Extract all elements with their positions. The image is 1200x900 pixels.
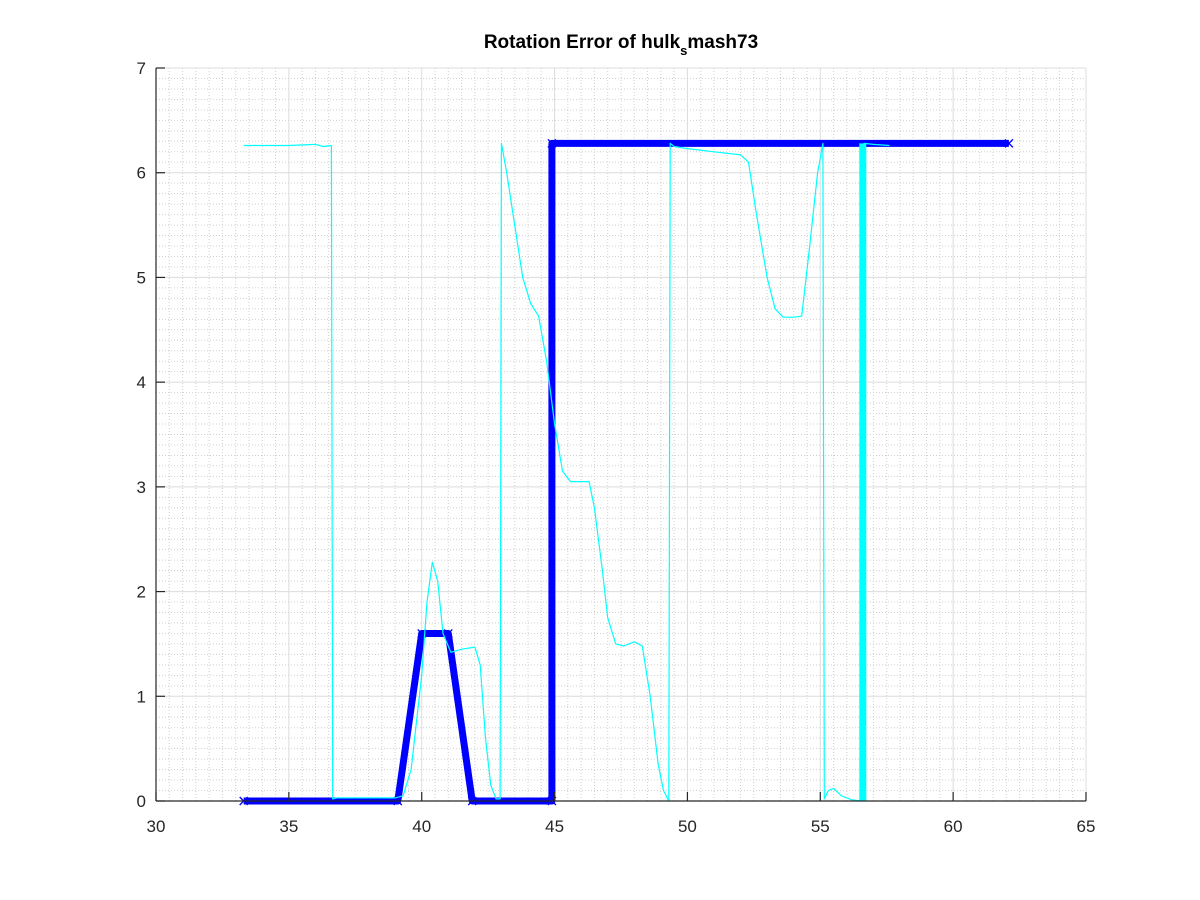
x-tick-label: 35 xyxy=(279,817,298,836)
series-line-1 xyxy=(243,139,1009,805)
y-tick-label: 3 xyxy=(137,478,146,497)
y-tick-label: 5 xyxy=(137,268,146,287)
x-tick-label: 65 xyxy=(1077,817,1096,836)
series-layer xyxy=(239,138,1014,806)
y-tick-label: 6 xyxy=(137,164,146,183)
x-tick-label: 55 xyxy=(811,817,830,836)
y-tick-label: 0 xyxy=(137,792,146,811)
series-line-2 xyxy=(243,142,890,802)
series-marker-stroke xyxy=(1004,138,1014,148)
x-tick-label: 50 xyxy=(678,817,697,836)
series-marker xyxy=(1004,138,1014,148)
chart-title-suffix: mash73 xyxy=(687,32,758,53)
x-tick-label: 45 xyxy=(545,817,564,836)
x-tick-label: 30 xyxy=(147,817,166,836)
chart-title-subscript: s xyxy=(680,43,687,58)
axes xyxy=(155,67,1087,802)
series-marker-stroke xyxy=(547,138,557,148)
series-marker xyxy=(443,628,453,638)
x-tick-label: 40 xyxy=(412,817,431,836)
y-tick-label: 4 xyxy=(137,373,146,392)
y-tick-label: 1 xyxy=(137,687,146,706)
series-marker xyxy=(547,138,557,148)
y-tick-label: 7 xyxy=(137,59,146,78)
y-tick-label: 2 xyxy=(137,583,146,602)
chart-title: Rotation Error of hulksmash73 xyxy=(484,32,758,58)
series-marker-stroke xyxy=(443,628,453,638)
chart-title-main: Rotation Error of hulk xyxy=(484,32,681,53)
x-tick-label: 60 xyxy=(944,817,963,836)
minor-grid xyxy=(156,68,1086,801)
